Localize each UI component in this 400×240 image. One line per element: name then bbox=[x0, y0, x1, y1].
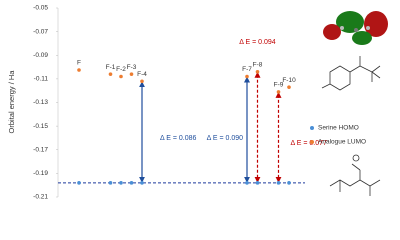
point bbox=[77, 181, 81, 185]
point-label: F bbox=[77, 60, 81, 67]
orbital-image bbox=[323, 11, 388, 45]
point-label: F-8 bbox=[253, 62, 263, 69]
point bbox=[276, 90, 281, 94]
point-label: F-7 bbox=[242, 66, 252, 73]
point bbox=[119, 74, 123, 79]
point bbox=[108, 181, 113, 185]
serine-structure bbox=[329, 154, 381, 196]
point-label: F-10 bbox=[282, 77, 296, 84]
y-tick-label: -0.07 bbox=[33, 28, 48, 35]
point bbox=[255, 181, 260, 185]
y-tick-label: -0.15 bbox=[33, 123, 48, 130]
point bbox=[245, 181, 249, 185]
y-tick-label: -0.19 bbox=[33, 170, 48, 177]
point bbox=[140, 79, 144, 84]
point bbox=[129, 181, 134, 185]
delta-label: Δ E = 0.094 bbox=[239, 39, 276, 46]
point bbox=[129, 72, 134, 76]
y-tick-label: -0.11 bbox=[34, 76, 49, 83]
point bbox=[276, 181, 281, 185]
point bbox=[119, 181, 123, 185]
y-tick-label: -0.09 bbox=[33, 52, 48, 59]
y-tick-label: -0.17 bbox=[33, 146, 48, 153]
legend-marker bbox=[310, 126, 314, 130]
delta-label: Δ E = 0.086 bbox=[160, 135, 197, 142]
point bbox=[140, 181, 144, 185]
point bbox=[255, 69, 260, 74]
point-label: F-1 bbox=[106, 64, 116, 71]
delta-label: Δ E = 0.077 bbox=[291, 140, 328, 147]
point bbox=[287, 181, 291, 185]
chart: Orbital energy / Ha -0.05 -0.07 -0.09 -0.11… bbox=[7, 5, 388, 201]
y-tick-label: -0.21 bbox=[33, 194, 48, 201]
point-label: F-2 bbox=[116, 66, 126, 73]
legend-label: Analogue LUMO bbox=[318, 139, 366, 146]
point bbox=[77, 68, 81, 72]
point bbox=[245, 74, 249, 79]
point-label: F-3 bbox=[127, 64, 137, 71]
delta-label: Δ E = 0.090 bbox=[207, 135, 244, 142]
y-axis-label: Orbital energy / Ha bbox=[7, 70, 16, 134]
y-tick-label: -0.05 bbox=[33, 5, 48, 12]
y-tick-label: -0.13 bbox=[33, 99, 48, 106]
legend-marker bbox=[310, 140, 314, 144]
ketone-structure bbox=[321, 56, 381, 91]
point bbox=[287, 85, 291, 89]
point bbox=[108, 72, 113, 76]
legend-label: Serine HOMO bbox=[318, 125, 359, 132]
point-label: F-9 bbox=[274, 82, 284, 89]
point-label: F-4 bbox=[137, 71, 147, 78]
